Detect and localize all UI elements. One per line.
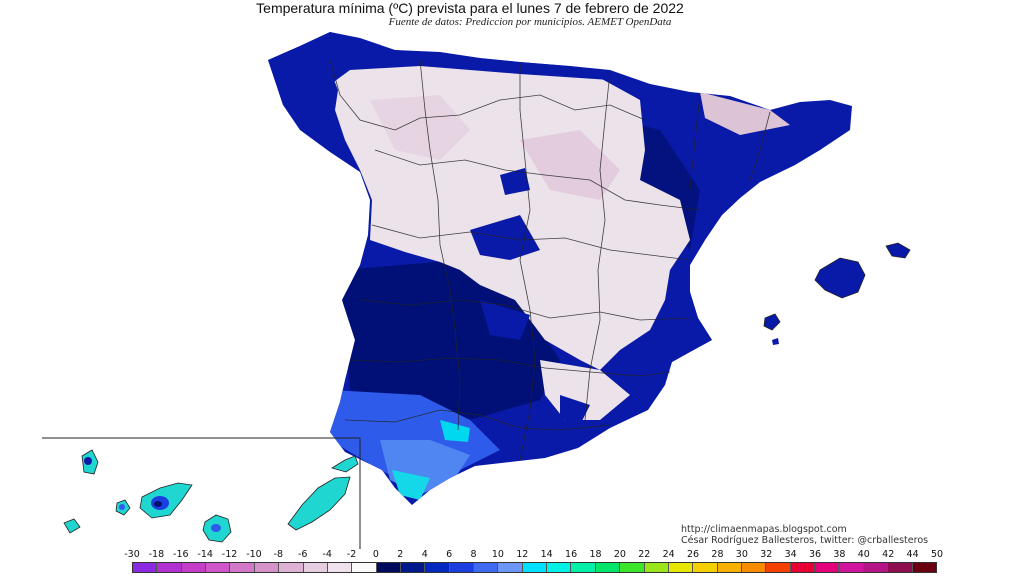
legend-tick-label: 32 (760, 549, 773, 560)
legend-tick-label: 36 (808, 549, 822, 560)
legend-tick-label: 4 (421, 549, 428, 560)
legend-swatch (668, 563, 694, 572)
legend-tick-label: 0 (372, 549, 379, 560)
legend-tick-label: 2 (397, 549, 404, 560)
legend-swatch (888, 563, 913, 572)
legend-labels: -30 -18 -16 -14 -12 -10 -8 -6 -4 -2 0 2 4 6 8 10 12 14 16 1… (124, 549, 943, 561)
color-legend: -30 -18 -16 -14 -12 -10 -8 -6 -4 -2 0 2 4 6 8 10 12 14 16 1… (124, 549, 943, 575)
province-boundaries (329, 59, 771, 461)
legend-swatch (230, 563, 255, 572)
canary-islands (63, 449, 359, 543)
legend-tick-label: 14 (540, 549, 553, 560)
legend-tick-label: -10 (246, 549, 262, 560)
legend-tick-label: -6 (298, 549, 308, 560)
legend-tick-label: -16 (173, 549, 189, 560)
legend-tick-label: 8 (470, 549, 477, 560)
legend-swatch (644, 563, 669, 572)
legend-swatch (376, 563, 401, 572)
legend-swatch (327, 563, 353, 572)
legend-swatch (815, 563, 840, 572)
legend-tick-label: -14 (197, 549, 213, 560)
legend-tick-label: 26 (687, 549, 700, 560)
legend-swatch (303, 563, 328, 572)
legend-swatch (474, 563, 499, 572)
legend-tick-label: 24 (662, 549, 675, 560)
legend-swatch (522, 563, 548, 572)
legend-swatch (839, 563, 864, 572)
legend-tick-label: -2 (346, 549, 357, 560)
legend-swatch (181, 563, 207, 572)
legend-tick-label: 6 (446, 549, 453, 560)
credit-author: César Rodríguez Ballesteros, twitter: @c… (681, 535, 929, 546)
legend-tick-label: -8 (273, 549, 284, 560)
legend-swatch (206, 563, 231, 572)
legend-tick-label: 44 (906, 549, 919, 560)
legend-swatch (352, 563, 377, 572)
canary-inset (42, 437, 361, 549)
legend-tick-label: -18 (148, 549, 165, 560)
legend-tick-label: 40 (857, 549, 870, 560)
legend-swatch (254, 563, 280, 572)
legend-swatch (741, 563, 767, 572)
legend-swatch (571, 563, 596, 572)
legend-tick-label: 16 (565, 549, 578, 560)
map-title: Temperatura mínima (ºC) prevista para el… (256, 0, 684, 16)
legend-tick-label: 18 (589, 549, 602, 560)
credit-url[interactable]: http://climaenmapas.blogspot.com (681, 524, 847, 535)
legend-tick-label: 22 (638, 549, 651, 560)
legend-swatch (790, 563, 816, 572)
peninsula (268, 32, 852, 505)
legend-swatch (498, 563, 523, 572)
legend-swatch (766, 563, 791, 572)
legend-swatch (863, 563, 889, 572)
legend-tick-label: 28 (711, 549, 724, 560)
legend-tick-label: 12 (516, 549, 529, 560)
balearic-islands (763, 242, 911, 345)
legend-tick-label: 38 (833, 549, 846, 560)
legend-swatch (717, 563, 742, 572)
legend-swatch (693, 563, 718, 572)
legend-tick-label: -30 (124, 549, 140, 560)
legend-swatch (620, 563, 645, 572)
legend-tick-label: 20 (613, 549, 626, 560)
map-subtitle: Fuente de datos: Prediccion por municipi… (388, 16, 672, 28)
legend-tick-label: 10 (491, 549, 504, 560)
legend-swatch (547, 563, 572, 572)
legend-tick-label: 34 (784, 549, 797, 560)
legend-bar (132, 562, 937, 573)
legend-tick-label: 42 (882, 549, 895, 560)
legend-tick-label: -4 (322, 549, 332, 560)
legend-swatch (425, 563, 450, 572)
legend-swatch (133, 563, 158, 572)
legend-swatch (157, 563, 182, 572)
legend-swatch (449, 563, 475, 572)
legend-swatch (400, 563, 426, 572)
legend-tick-label: -12 (221, 549, 238, 560)
legend-swatch (279, 563, 304, 572)
legend-swatch (912, 563, 936, 572)
legend-swatch (595, 563, 621, 572)
legend-tick-label: 30 (735, 549, 748, 560)
legend-tick-label: 50 (930, 549, 944, 560)
